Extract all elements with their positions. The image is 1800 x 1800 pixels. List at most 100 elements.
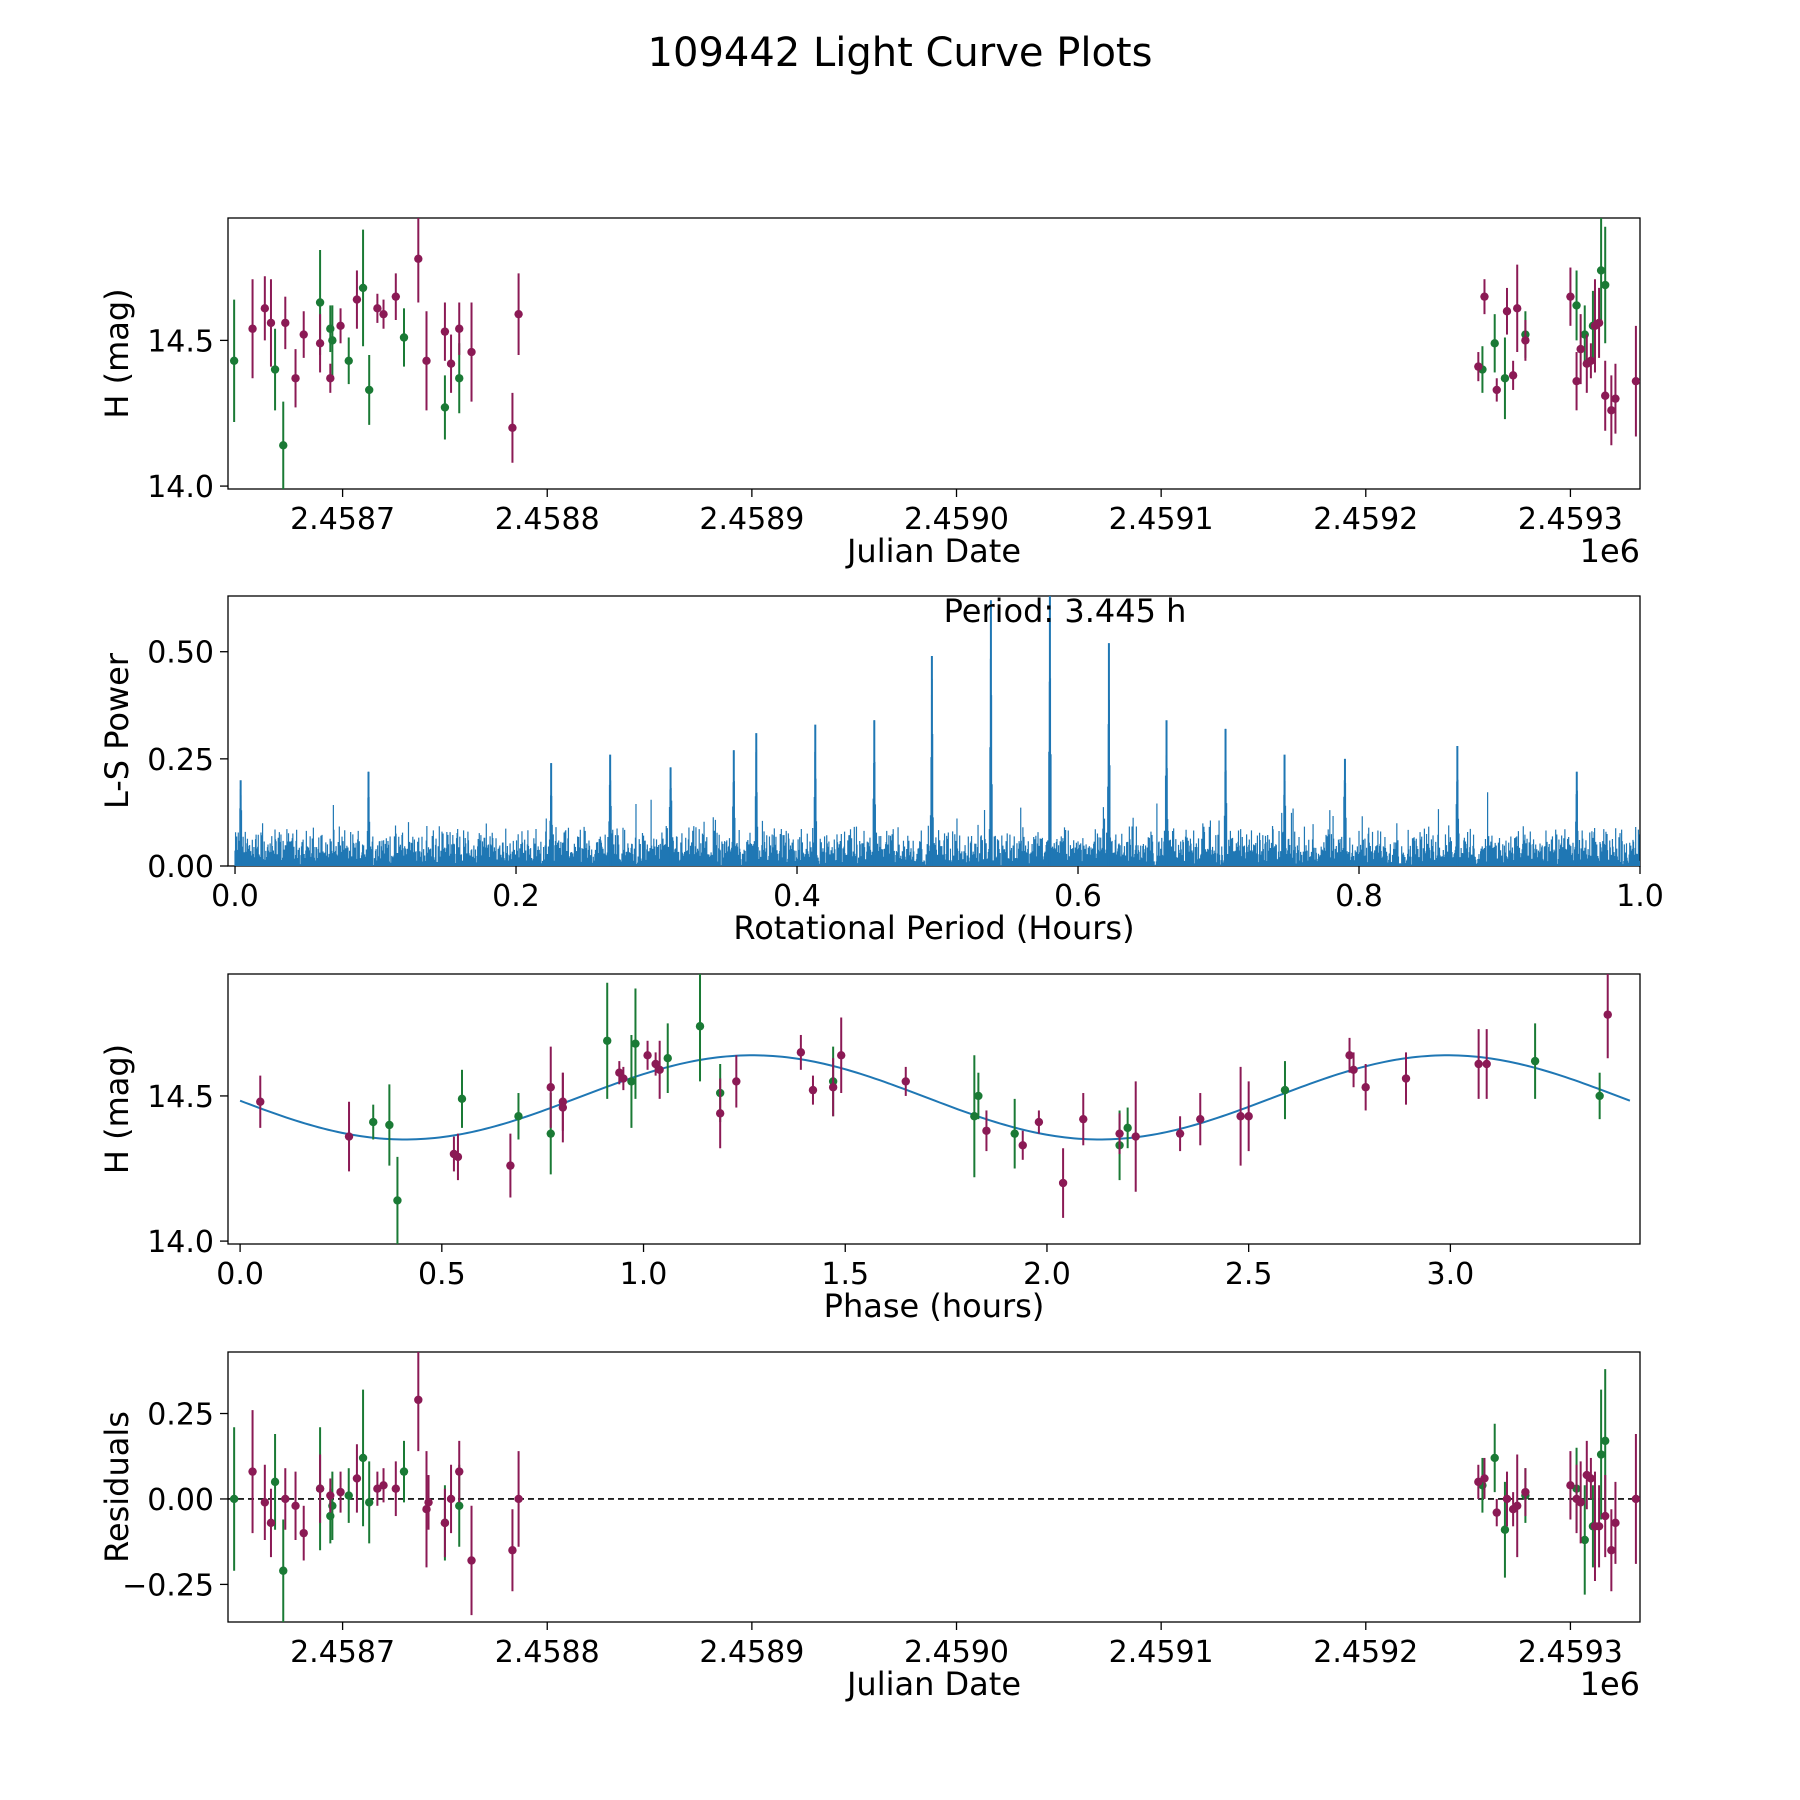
- data-point: [619, 1074, 628, 1083]
- data-point: [1482, 1059, 1491, 1069]
- x-tick-label: 0.0: [216, 1257, 264, 1292]
- data-point: [440, 327, 450, 336]
- x-tick-label: 1.0: [620, 1257, 668, 1292]
- data-point: [248, 324, 257, 333]
- y-axis-label: L-S Power: [98, 652, 136, 809]
- data-point: [796, 1048, 806, 1057]
- data-point: [631, 1039, 640, 1048]
- y-tick-label: 0.00: [147, 850, 214, 885]
- data-point: [828, 1083, 838, 1092]
- data-point: [514, 1112, 523, 1121]
- x-offset-label: 1e6: [1580, 1665, 1640, 1703]
- data-point: [270, 365, 280, 374]
- x-tick-label: 1.5: [821, 1257, 869, 1292]
- x-tick-label: 2.4587: [290, 502, 395, 537]
- y-tick-label: 14.5: [147, 324, 214, 359]
- data-point: [1500, 374, 1510, 383]
- data-point: [414, 1395, 423, 1405]
- data-point: [1596, 1450, 1606, 1459]
- data-point: [1586, 356, 1596, 365]
- data-point: [1492, 385, 1501, 395]
- y-axis-label: H (mag): [98, 288, 136, 418]
- x-tick-label: 2.4588: [495, 1635, 600, 1670]
- x-axis-label: Rotational Period (Hours): [733, 909, 1134, 947]
- data-point: [373, 304, 382, 313]
- data-point: [279, 1566, 288, 1575]
- model-fit-line: [239, 1054, 1631, 1141]
- data-point: [344, 1132, 354, 1141]
- data-point: [1566, 1481, 1575, 1490]
- data-point: [1244, 1112, 1253, 1121]
- data-point: [974, 1091, 983, 1101]
- light-curve-panel: 2.4587 2.4588 2.4589 2.4590 2.4591 2.4592 2.45…: [98, 217, 1641, 570]
- data-point: [379, 1481, 388, 1490]
- data-point: [1490, 1453, 1499, 1463]
- data-point: [1123, 1123, 1132, 1133]
- data-point: [1490, 339, 1499, 348]
- data-point: [558, 1103, 568, 1112]
- y-tick-label: 0.00: [147, 1483, 214, 1518]
- x-tick-label: 2.4590: [904, 502, 1009, 537]
- x-tick-label: 2.4587: [290, 1635, 395, 1670]
- data-point: [1508, 371, 1518, 380]
- data-point: [299, 330, 308, 339]
- data-point: [627, 1077, 636, 1086]
- x-tick-label: 0.4: [773, 879, 821, 914]
- data-point: [279, 441, 288, 450]
- data-point: [455, 324, 464, 333]
- data-point: [453, 1152, 463, 1162]
- data-point: [663, 1053, 672, 1063]
- data-point: [603, 1036, 612, 1045]
- data-point: [655, 1065, 664, 1075]
- data-point: [1521, 1487, 1530, 1497]
- y-axis-label: H (mag): [98, 1044, 136, 1174]
- data-point: [1601, 280, 1610, 290]
- data-point: [414, 254, 423, 263]
- data-point: [1513, 304, 1522, 313]
- x-tick-label: 2.4590: [904, 1635, 1009, 1670]
- data-point: [1576, 1498, 1585, 1507]
- data-point: [1196, 1114, 1205, 1124]
- data-point: [391, 1484, 401, 1493]
- x-tick-label: 0.6: [1054, 879, 1102, 914]
- data-point: [358, 1453, 368, 1463]
- series-purple: [248, 1352, 1641, 1616]
- data-point: [546, 1083, 555, 1092]
- data-point: [1401, 1074, 1411, 1083]
- data-point: [1280, 1085, 1290, 1095]
- data-point: [1601, 391, 1610, 400]
- plot-frame: [227, 1351, 1641, 1623]
- data-point: [1566, 292, 1575, 301]
- y-tick-label: 0.25: [147, 743, 214, 778]
- y-axis-label: Residuals: [98, 1411, 136, 1563]
- data-point: [446, 1494, 456, 1504]
- data-point: [1115, 1129, 1124, 1138]
- series-green: [369, 974, 1604, 1244]
- figure-title: 109442 Light Curve Plots: [648, 30, 1153, 76]
- data-point: [1474, 1477, 1483, 1487]
- data-point: [266, 318, 276, 328]
- y-tick-label: 14.0: [147, 470, 214, 505]
- series-green: [229, 218, 1610, 489]
- data-point: [424, 1498, 433, 1507]
- data-point: [901, 1077, 910, 1086]
- data-point: [1474, 1059, 1483, 1069]
- x-tick-label: 0.0: [211, 879, 259, 914]
- data-point: [514, 309, 523, 319]
- data-point: [1502, 307, 1512, 316]
- x-tick-label: 1.0: [1616, 879, 1664, 914]
- data-point: [393, 1196, 402, 1205]
- residuals-panel: 2.4587 2.4588 2.4589 2.4590 2.4591 2.4592 2.45…: [98, 1351, 1641, 1703]
- data-point: [260, 304, 270, 313]
- data-point: [1576, 344, 1585, 354]
- period-annotation: Period: 3.445 h: [944, 592, 1187, 630]
- data-point: [256, 1097, 265, 1106]
- y-tick-label: −0.25: [122, 1568, 214, 1603]
- data-point: [1580, 1535, 1589, 1545]
- x-tick-label: 2.4593: [1518, 502, 1623, 537]
- data-point: [291, 374, 300, 383]
- x-tick-label: 0.2: [492, 879, 540, 914]
- data-point: [369, 1117, 378, 1127]
- periodogram-panel: 0.0 0.2 0.4 0.6 0.8 1.0 0.00 0.25 0.50 Rotational…: [98, 592, 1664, 947]
- data-point: [1631, 376, 1641, 386]
